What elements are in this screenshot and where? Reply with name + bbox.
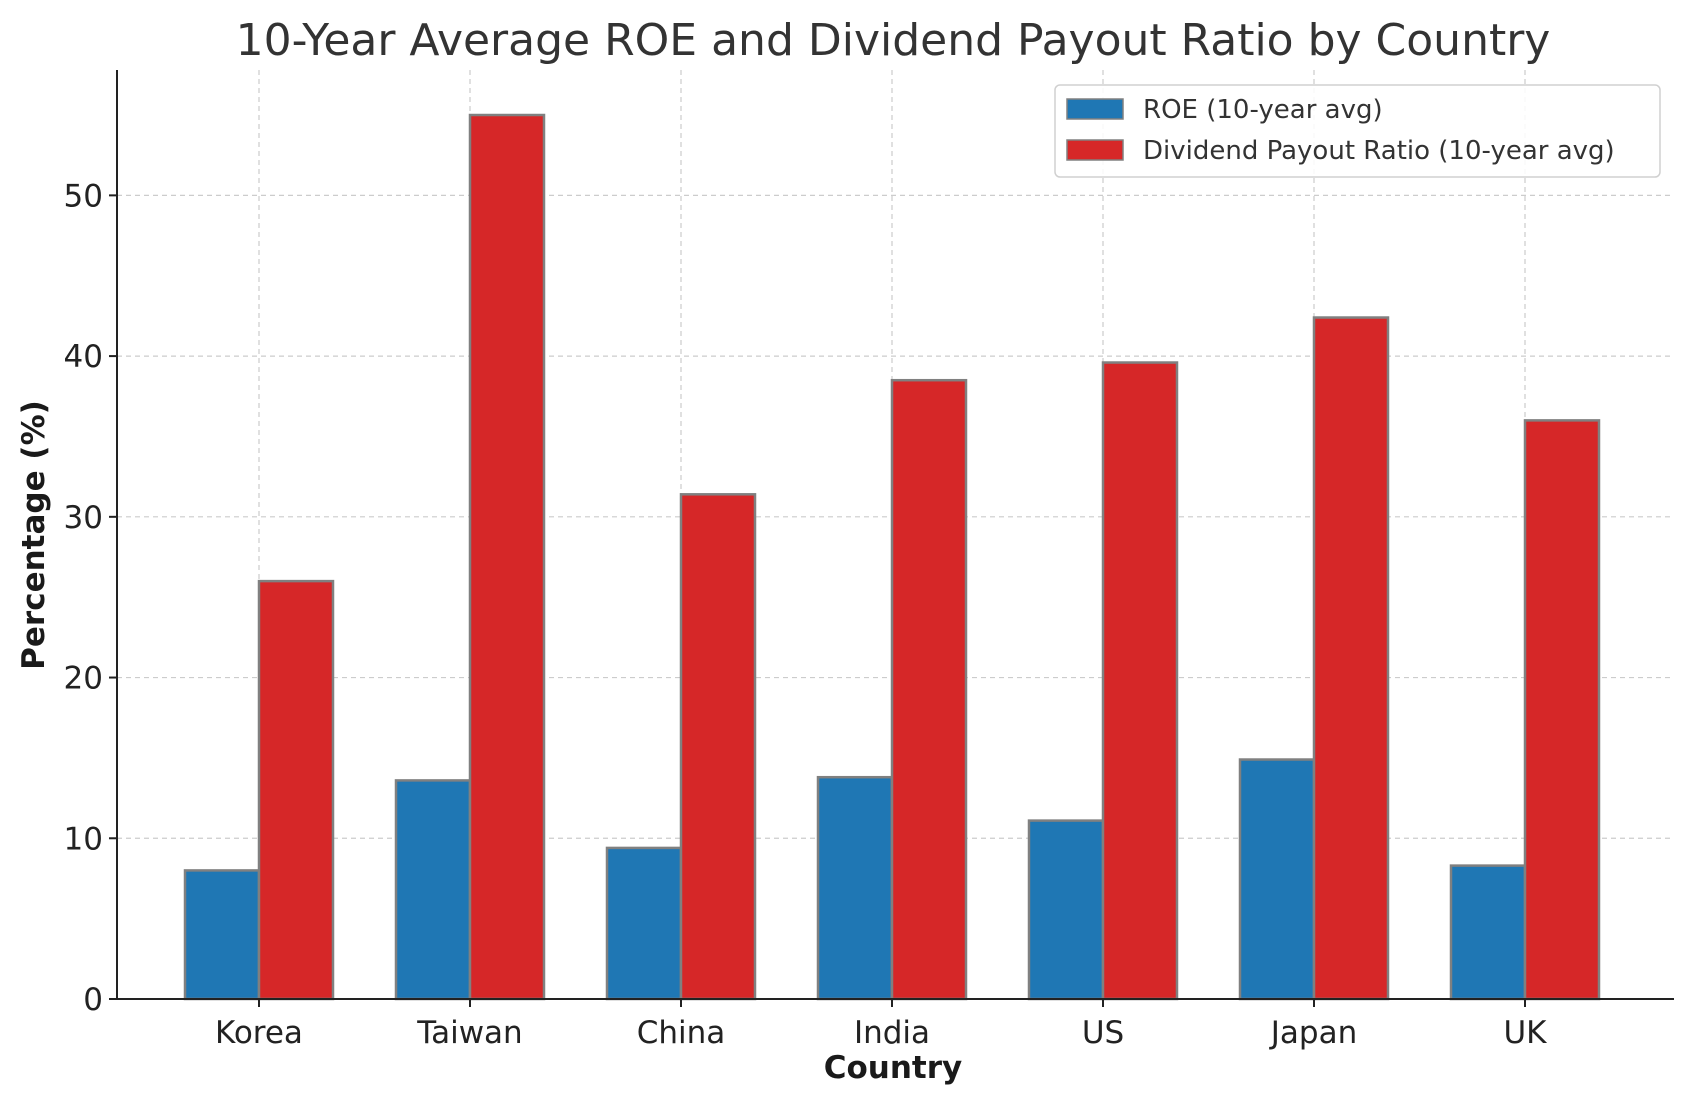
- x-tick-label: UK: [1503, 1015, 1547, 1051]
- y-tick-label: 30: [64, 500, 103, 536]
- bar-dividend-india: [890, 378, 968, 1001]
- chart-title: 10-Year Average ROE and Dividend Payout …: [236, 15, 1551, 66]
- y-tick-label: 40: [64, 339, 103, 375]
- x-tick-label: Japan: [1269, 1015, 1357, 1051]
- legend-swatch-roe: [1066, 98, 1124, 120]
- x-tick-label: Taiwan: [416, 1015, 522, 1051]
- legend-swatch-dividend: [1066, 139, 1124, 161]
- bar-roe-taiwan: [394, 779, 472, 1001]
- legend-box: [1054, 84, 1661, 178]
- legend-label-dividend: Dividend Payout Ratio (10-year avg): [1143, 136, 1615, 166]
- y-ticks: 0 10 20 30 40 50: [64, 178, 117, 1018]
- y-tick-label: 10: [64, 821, 103, 857]
- bar-roe-india: [816, 775, 894, 1001]
- x-tick-label: US: [1082, 1015, 1124, 1051]
- bar-roe-china: [605, 846, 683, 1001]
- bar-roe-japan: [1238, 758, 1316, 1001]
- x-tick-label: India: [854, 1015, 930, 1051]
- axes: [116, 70, 1674, 1000]
- x-axis-label: Country: [824, 1050, 963, 1086]
- bars: [183, 113, 1601, 1001]
- bar-dividend-korea: [257, 579, 335, 1001]
- x-ticks: Korea Taiwan China India US Japan UK: [215, 999, 1547, 1051]
- x-tick-label: Korea: [215, 1015, 303, 1051]
- bar-dividend-taiwan: [468, 113, 546, 1001]
- y-tick-label: 0: [83, 982, 103, 1018]
- bar-roe-us: [1027, 819, 1105, 1001]
- legend-label-roe: ROE (10-year avg): [1143, 95, 1383, 125]
- bar-dividend-uk: [1523, 419, 1601, 1001]
- legend: ROE (10-year avg) Dividend Payout Ratio …: [1054, 84, 1661, 178]
- bar-dividend-japan: [1312, 316, 1390, 1001]
- bar-roe-uk: [1449, 864, 1527, 1001]
- bar-roe-korea: [183, 869, 261, 1001]
- y-tick-label: 20: [64, 661, 103, 697]
- x-tick-label: China: [637, 1015, 726, 1051]
- y-tick-label: 50: [64, 178, 103, 214]
- y-axis-label: Percentage (%): [16, 400, 52, 670]
- bar-dividend-china: [679, 493, 757, 1001]
- bar-dividend-us: [1101, 361, 1179, 1001]
